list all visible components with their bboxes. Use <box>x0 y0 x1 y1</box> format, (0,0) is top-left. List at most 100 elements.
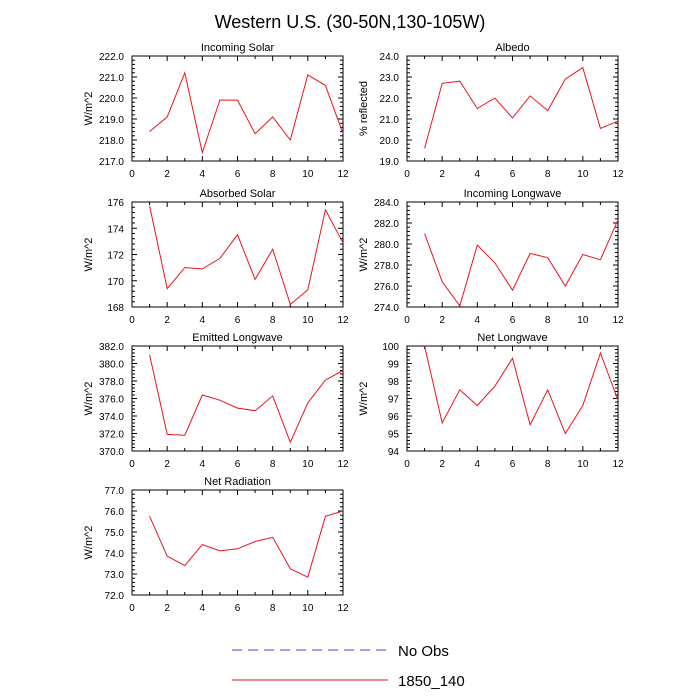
y-tick-label: 221.0 <box>99 73 124 84</box>
y-tick-label: 376.0 <box>99 395 124 406</box>
x-tick-label: 12 <box>612 315 624 326</box>
x-tick-label: 12 <box>612 169 624 180</box>
series-line-1850-140 <box>149 71 344 155</box>
x-tick-label: 8 <box>545 459 551 470</box>
y-tick-label: 99 <box>388 360 400 371</box>
x-tick-label: 6 <box>510 459 516 470</box>
panel-incoming-longwave: Incoming Longwave W/m^2 0 2 4 6 8 10 12 274.0 276.… <box>358 188 624 326</box>
y-tick-label: 19.0 <box>380 157 400 168</box>
y-tick-label: 278.0 <box>374 261 399 272</box>
y-tick-label: 75.0 <box>105 528 125 539</box>
x-tick-label: 0 <box>129 459 135 470</box>
panel-title: Incoming Solar <box>201 42 275 54</box>
y-tick-label: 378.0 <box>99 377 124 388</box>
y-tick-label: 284.0 <box>374 198 399 209</box>
x-tick-label: 6 <box>235 315 241 326</box>
y-tick-label: 280.0 <box>374 240 399 251</box>
y-tick-label: 217.0 <box>99 157 124 168</box>
y-tick-label: 222.0 <box>99 52 124 63</box>
x-tick-label: 12 <box>337 169 349 180</box>
x-tick-label: 0 <box>404 169 410 180</box>
x-tick-label: 4 <box>200 459 206 470</box>
panel-incoming-solar: Incoming Solar W/m^2 0 2 4 6 8 10 12 217.0 218.0 21… <box>83 42 349 180</box>
x-tick-label: 2 <box>439 169 445 180</box>
x-tick-label: 12 <box>337 459 349 470</box>
y-axis-label: W/m^2 <box>83 382 95 416</box>
x-tick-label: 0 <box>129 603 135 614</box>
panel-absorbed-solar: Absorbed Solar W/m^2 0 2 4 6 8 10 12 168 170 172 174… <box>83 188 349 326</box>
y-tick-label: 77.0 <box>105 486 125 497</box>
panel-title: Albedo <box>495 42 529 54</box>
series-line-1850-140 <box>424 66 619 149</box>
y-tick-label: 100 <box>382 342 399 353</box>
panel-title: Emitted Longwave <box>192 332 283 344</box>
x-tick-label: 8 <box>270 315 276 326</box>
x-tick-label: 0 <box>129 169 135 180</box>
y-tick-label: 372.0 <box>99 430 124 441</box>
x-tick-label: 10 <box>302 315 314 326</box>
x-tick-label: 12 <box>612 459 624 470</box>
y-tick-label: 22.0 <box>380 94 400 105</box>
x-tick-label: 6 <box>510 169 516 180</box>
x-tick-label: 4 <box>200 169 206 180</box>
x-tick-label: 8 <box>270 169 276 180</box>
y-tick-label: 97 <box>388 395 400 406</box>
y-tick-label: 380.0 <box>99 360 124 371</box>
plot-frame <box>131 201 344 308</box>
x-tick-label: 0 <box>129 315 135 326</box>
plot-frame <box>406 55 619 162</box>
x-tick-label: 8 <box>270 603 276 614</box>
x-tick-label: 4 <box>200 603 206 614</box>
y-tick-label: 96 <box>388 412 400 423</box>
series-line-1850-140 <box>149 510 344 578</box>
y-tick-label: 95 <box>388 430 400 441</box>
panel-emitted-longwave: Emitted Longwave W/m^2 0 2 4 6 8 10 12 370.0 372.0… <box>83 332 349 470</box>
y-tick-label: 374.0 <box>99 412 124 423</box>
y-tick-label: 282.0 <box>374 219 399 230</box>
x-tick-label: 4 <box>475 315 481 326</box>
x-tick-label: 4 <box>200 315 206 326</box>
x-tick-label: 6 <box>235 459 241 470</box>
plot-frame <box>131 55 344 162</box>
panel-title: Absorbed Solar <box>200 188 276 200</box>
x-tick-label: 10 <box>302 603 314 614</box>
x-tick-label: 4 <box>475 169 481 180</box>
panel-net-radiation: Net Radiation W/m^2 0 2 4 6 8 10 12 72.0 73.0 74.0 7… <box>83 476 349 614</box>
y-tick-label: 21.0 <box>380 115 400 126</box>
y-tick-label: 24.0 <box>380 52 400 63</box>
series-line-1850-140 <box>424 345 619 435</box>
x-tick-label: 2 <box>164 169 170 180</box>
plot-frame <box>131 489 344 596</box>
y-tick-label: 76.0 <box>105 507 125 518</box>
y-tick-label: 74.0 <box>105 549 125 560</box>
x-tick-label: 10 <box>577 315 589 326</box>
y-tick-label: 72.0 <box>105 591 125 602</box>
y-tick-label: 73.0 <box>105 570 125 581</box>
y-axis-label: W/m^2 <box>83 92 95 126</box>
series-line-1850-140 <box>424 219 619 308</box>
y-tick-label: 220.0 <box>99 94 124 105</box>
y-axis-label: W/m^2 <box>83 238 95 272</box>
x-tick-label: 8 <box>545 315 551 326</box>
x-tick-label: 6 <box>510 315 516 326</box>
series-line-1850-140 <box>149 205 344 306</box>
x-tick-label: 2 <box>164 459 170 470</box>
y-tick-label: 172 <box>107 251 124 262</box>
y-tick-label: 20.0 <box>380 136 400 147</box>
legend-label-1850-140: 1850_140 <box>398 673 465 690</box>
panel-title: Incoming Longwave <box>464 188 562 200</box>
x-tick-label: 2 <box>439 315 445 326</box>
y-axis-label: W/m^2 <box>358 238 370 272</box>
y-tick-label: 176 <box>107 198 124 209</box>
x-tick-label: 10 <box>302 459 314 470</box>
x-tick-label: 8 <box>270 459 276 470</box>
x-tick-label: 10 <box>302 169 314 180</box>
x-tick-label: 2 <box>164 315 170 326</box>
figure-title: Western U.S. (30-50N,130-105W) <box>215 12 486 32</box>
y-tick-label: 174 <box>107 224 124 235</box>
y-tick-label: 23.0 <box>380 73 400 84</box>
x-tick-label: 6 <box>235 169 241 180</box>
y-axis-label: W/m^2 <box>83 526 95 560</box>
y-tick-label: 94 <box>388 447 400 458</box>
